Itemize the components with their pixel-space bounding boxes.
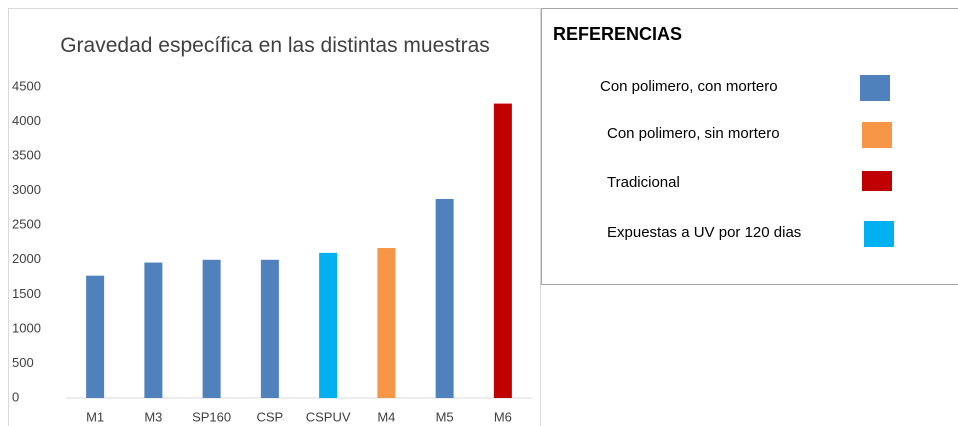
- x-tick-label: SP160: [192, 409, 231, 424]
- y-tick-label: 500: [12, 355, 34, 370]
- legend-label: Tradicional: [607, 174, 680, 191]
- y-tick-label: 2500: [12, 217, 41, 232]
- x-tick-label: M4: [377, 409, 395, 424]
- bar: [86, 275, 105, 398]
- x-tick-label: M1: [86, 409, 104, 424]
- legend-label: Expuestas a UV por 120 dias: [607, 224, 801, 241]
- x-tick-label: M6: [494, 409, 512, 424]
- legend-swatch: [862, 122, 892, 148]
- legend-swatch: [860, 75, 890, 101]
- legend-title: REFERENCIAS: [553, 24, 682, 44]
- legend-box: [541, 8, 958, 285]
- chart-title: Gravedad específica en las distintas mue…: [60, 34, 490, 57]
- bar: [144, 262, 163, 398]
- x-tick-label: CSP: [257, 409, 284, 424]
- y-tick-label: 3000: [12, 182, 41, 197]
- bar: [260, 259, 279, 398]
- bar: [493, 103, 512, 398]
- y-tick-label: 4500: [12, 78, 41, 93]
- legend-swatch: [864, 221, 894, 247]
- y-tick-label: 1000: [12, 320, 41, 335]
- y-tick-label: 1500: [12, 286, 41, 301]
- chart-border: [8, 8, 541, 426]
- legend-label: Con polimero, con mortero: [600, 78, 778, 95]
- y-tick-label: 2000: [12, 251, 41, 266]
- x-tick-label: M3: [144, 409, 162, 424]
- x-tick-label: M5: [436, 409, 454, 424]
- y-tick-label: 4000: [12, 113, 41, 128]
- x-tick-label: CSPUV: [306, 409, 351, 424]
- bar: [202, 259, 221, 398]
- legend-swatch: [862, 171, 892, 191]
- y-tick-label: 3500: [12, 148, 41, 163]
- bar: [319, 252, 338, 398]
- bar: [435, 198, 454, 398]
- bar: [377, 248, 396, 398]
- legend-label: Con polimero, sin mortero: [607, 125, 780, 142]
- y-tick-label: 0: [12, 389, 19, 404]
